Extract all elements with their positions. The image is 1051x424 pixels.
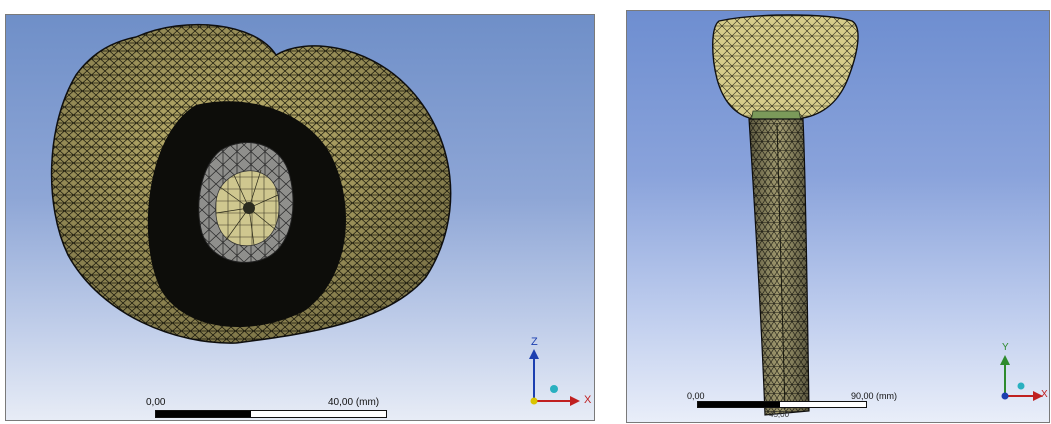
left-scale-unit: (mm) [355, 397, 380, 408]
triad-arrows [529, 349, 580, 406]
long-bone-mesh-model[interactable] [627, 11, 1049, 422]
left-scale-end-value: 40,00 [328, 397, 354, 408]
left-graphics-viewport[interactable]: 0,00 40,00 (mm) Z X [5, 14, 595, 421]
bone-head-surface [712, 14, 859, 120]
left-scale-start-label: 0,00 [146, 397, 166, 408]
left-axis-triad[interactable]: Z X [520, 336, 594, 417]
shaft-edge-line [776, 122, 786, 410]
right-scale-start-label: 0,00 [687, 391, 705, 401]
right-scale-mid-label: 45,00 [769, 410, 790, 419]
right-scale-track [697, 401, 867, 408]
right-axis-y-label: Y [1002, 342, 1009, 353]
right-graphics-viewport[interactable]: 0,00 90,00 (mm) 45,00 Y X [626, 10, 1050, 423]
canal-center [243, 202, 255, 214]
right-scale-fill [698, 402, 780, 407]
right-axis-triad[interactable]: Y X [991, 341, 1049, 411]
triad-arrows [1000, 355, 1043, 401]
right-scale-end-label: 90,00 (mm) [851, 391, 897, 401]
left-scale-end-label: 40,00 (mm) [328, 397, 379, 408]
cross-section-mesh-model[interactable] [6, 15, 594, 420]
left-scale-bar: 0,00 40,00 (mm) [146, 393, 406, 419]
left-scale-track [155, 410, 387, 418]
left-scale-fill [156, 411, 251, 417]
left-axis-x-label: X [584, 394, 592, 406]
right-scale-unit: (mm) [876, 391, 898, 401]
right-scale-bar: 0,00 90,00 (mm) 45,00 [687, 387, 907, 421]
left-axis-z-label: Z [531, 336, 538, 348]
right-scale-end-value: 90,00 [851, 391, 874, 401]
right-axis-x-label: X [1041, 389, 1048, 400]
